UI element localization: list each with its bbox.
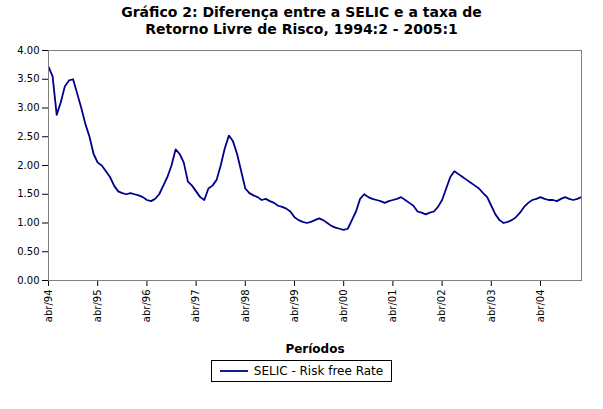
svg-text:2.50: 2.50 bbox=[17, 131, 39, 142]
svg-text:abr/01: abr/01 bbox=[387, 290, 398, 323]
svg-text:abr/00: abr/00 bbox=[338, 290, 349, 323]
svg-text:0.00: 0.00 bbox=[17, 275, 39, 286]
svg-text:3.00: 3.00 bbox=[17, 102, 39, 113]
svg-text:1.50: 1.50 bbox=[17, 188, 39, 199]
html-text:SELIC - Risk free Rate: SELIC - Risk free Rate bbox=[253, 364, 384, 378]
html-text:Gráfico 2: Diferença entre a S: Gráfico 2: Diferença entre a SELIC e a t… bbox=[121, 4, 482, 37]
svg-text:abr/97: abr/97 bbox=[190, 290, 201, 323]
svg-text:abr/02: abr/02 bbox=[436, 290, 447, 323]
svg-text:abr/96: abr/96 bbox=[141, 290, 152, 323]
svg-text:abr/94: abr/94 bbox=[43, 290, 54, 323]
svg-text:3.50: 3.50 bbox=[17, 73, 39, 84]
svg-text:abr/99: abr/99 bbox=[289, 290, 300, 323]
svg-text:abr/04: abr/04 bbox=[535, 290, 546, 323]
svg-text:abr/03: abr/03 bbox=[486, 290, 497, 323]
svg-text:2.00: 2.00 bbox=[17, 160, 39, 171]
svg-text:0.50: 0.50 bbox=[17, 246, 39, 257]
svg-text:abr/95: abr/95 bbox=[92, 290, 103, 323]
svg-text:4.00: 4.00 bbox=[17, 45, 39, 56]
svg-text:1.00: 1.00 bbox=[17, 217, 39, 228]
svg-text:abr/98: abr/98 bbox=[240, 290, 251, 323]
svg-text:Períodos: Períodos bbox=[285, 342, 344, 356]
